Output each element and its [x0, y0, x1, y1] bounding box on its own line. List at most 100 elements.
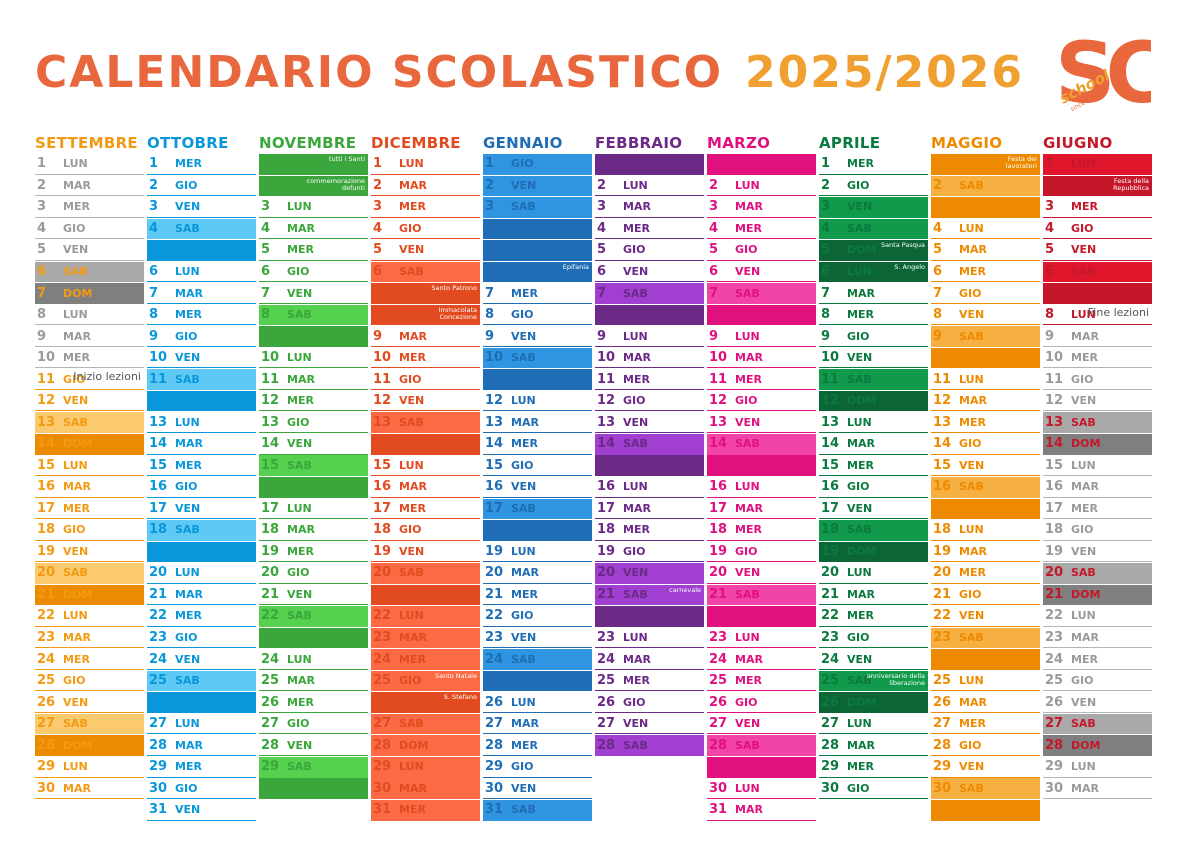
- day-row: 30 MAR: [371, 778, 480, 800]
- weekday: DOM: [175, 695, 205, 709]
- day-number: 29: [485, 759, 504, 775]
- weekday: MER: [175, 760, 202, 774]
- weekday: LUN: [399, 157, 424, 171]
- weekday: GIO: [735, 544, 758, 558]
- weekday: GIO: [175, 329, 198, 343]
- day-number: 2: [933, 177, 943, 193]
- weekday: MAR: [959, 544, 987, 558]
- day-row: 12 MER: [259, 391, 368, 412]
- weekday: DOM: [63, 738, 93, 752]
- weekday: GIO: [287, 717, 310, 731]
- day-number: 23: [709, 630, 728, 645]
- day-number: 12: [373, 393, 392, 409]
- day-number: 29: [373, 759, 392, 775]
- day-row: 16 MAR: [1043, 477, 1152, 498]
- weekday: LUN: [1071, 760, 1096, 774]
- day-number: 6: [149, 263, 159, 279]
- day-number: 31: [709, 802, 728, 818]
- weekday: MER: [399, 652, 426, 666]
- day-row: 28 VEN: [259, 735, 368, 756]
- weekday: SAB: [399, 264, 424, 278]
- day-number: 22: [149, 608, 168, 624]
- day-number: 9: [149, 328, 159, 344]
- day-number: 17: [373, 500, 392, 516]
- weekday: GIO: [959, 437, 982, 451]
- day-number: 4: [149, 220, 159, 236]
- month-name: MAGGIO: [931, 134, 1003, 152]
- weekday: GIO: [847, 178, 870, 192]
- day-number: 20: [485, 565, 504, 581]
- day-row: 11 MAR: [259, 369, 368, 390]
- day-row: 4 SAB: [147, 218, 256, 240]
- day-row: 28 SAB: [595, 735, 704, 756]
- weekday: VEN: [175, 351, 201, 365]
- day-number: 22: [37, 608, 56, 624]
- weekday: GIO: [959, 587, 982, 601]
- weekday: GIO: [63, 221, 86, 235]
- weekday: SAB: [63, 264, 88, 278]
- weekday: VEN: [959, 308, 985, 322]
- day-row: 18 DOM: [483, 520, 592, 541]
- day-number: 19: [261, 543, 280, 559]
- day-number: 26: [1045, 694, 1064, 710]
- day-number: 28: [373, 737, 392, 753]
- day-row: 22 MER: [819, 606, 928, 627]
- day-note: commemorazione defunti: [306, 176, 366, 192]
- day-row: 29 MER: [147, 757, 256, 778]
- day-row: 21 DOM: [1043, 584, 1152, 606]
- month-marzo: MARZO 1 DOM 2 LUN 3 MAR 4 MER 5 GIO 6 VEN 7 SAB 8 DOM 9 LU…: [707, 133, 816, 821]
- weekday: MAR: [623, 652, 651, 666]
- day-row: 4 GIO: [35, 219, 144, 240]
- weekday: LUN: [511, 695, 536, 709]
- day-row: 23 MAR: [371, 627, 480, 649]
- day-number: 3: [373, 199, 383, 215]
- day-number: 8: [149, 307, 159, 323]
- day-number: 23: [485, 630, 504, 645]
- weekday: SAB: [511, 501, 536, 515]
- day-number: 24: [933, 651, 952, 667]
- day-number: 9: [709, 328, 719, 344]
- day-row: 9 SAB: [931, 326, 1040, 347]
- weekday: VEN: [623, 415, 649, 429]
- day-number: 22: [1045, 608, 1064, 624]
- day-row: 4 MER: [595, 219, 704, 240]
- weekday: MAR: [1071, 781, 1099, 795]
- day-row: 19 DOM: [819, 541, 928, 563]
- weekday: VEN: [735, 566, 761, 580]
- day-row: 16 VEN: [483, 477, 592, 498]
- weekday: DOM: [959, 803, 989, 817]
- day-row: 23 GIO: [147, 628, 256, 649]
- day-row: 17 LUN: [259, 499, 368, 520]
- weekday: MAR: [735, 803, 763, 817]
- day-row: 4 GIO: [371, 219, 480, 240]
- weekday: SAB: [1071, 415, 1096, 429]
- weekday: VEN: [287, 738, 313, 752]
- day-row: 12 VEN: [35, 391, 144, 412]
- weekday: DOM: [735, 157, 765, 171]
- day-number: 1: [37, 156, 47, 172]
- weekday: DOM: [175, 243, 205, 257]
- day-number: 27: [485, 716, 504, 732]
- day-number: 28: [597, 737, 616, 753]
- day-number: 26: [933, 694, 952, 710]
- weekday: DOM: [847, 695, 877, 709]
- day-row: 28 GIO: [931, 735, 1040, 756]
- day-row: 21 SAB: [707, 584, 816, 606]
- day-row: 24 MAR: [707, 649, 816, 670]
- day-row: 7 DOM Santo Patrono: [371, 283, 480, 304]
- day-number: 7: [373, 285, 383, 301]
- weekday: MER: [623, 372, 650, 386]
- day-note: Festa della Repubblica: [1113, 176, 1149, 192]
- day-number: 2: [261, 177, 271, 193]
- weekday: VEN: [511, 631, 537, 644]
- day-row: 25 LUN: [931, 671, 1040, 692]
- day-note: Santa Pasqua: [880, 241, 925, 250]
- day-row: 27 LUN: [819, 714, 928, 735]
- day-row: 15 GIO: [483, 455, 592, 477]
- day-row: 24 MAR: [595, 649, 704, 670]
- day-row: 30 SAB: [931, 778, 1040, 800]
- weekday: SAB: [287, 308, 312, 322]
- day-row: 31 SAB: [483, 799, 592, 821]
- weekday: LUN: [175, 415, 200, 429]
- day-note: carnevale: [669, 585, 701, 594]
